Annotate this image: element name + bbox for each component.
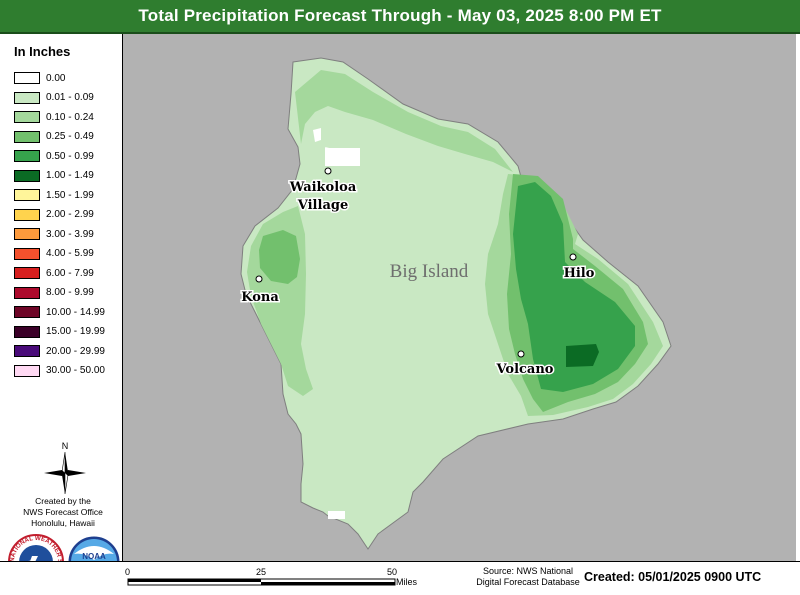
town-label: Village — [297, 198, 348, 213]
legend-item: 10.00 - 14.99 — [14, 305, 105, 319]
east-heavy-region — [513, 182, 635, 392]
legend-swatch — [14, 150, 40, 162]
created-by-line: Created by the — [35, 496, 91, 506]
north-label: N — [62, 441, 69, 451]
dry-patch-south — [328, 511, 345, 519]
legend-label: 0.01 - 0.09 — [46, 92, 94, 103]
legend-item: 0.10 - 0.24 — [14, 110, 94, 124]
legend-swatch — [14, 325, 40, 338]
kona-core — [259, 230, 300, 284]
legend-swatch — [14, 364, 40, 377]
legend-item: 20.00 - 29.99 — [14, 344, 105, 358]
north-arrow-icon: N — [44, 441, 86, 495]
precipitation-map: Big Island Waikoloa Village Kona Hilo Vo… — [240, 57, 672, 550]
legend-label: 0.00 — [46, 72, 66, 84]
title-bar: Total Precipitation Forecast Through - M… — [0, 0, 800, 34]
source-note: Source: NWS National Digital Forecast Da… — [472, 566, 584, 588]
legend-item: 2.00 - 2.99 — [14, 208, 94, 222]
legend-swatch — [14, 169, 40, 182]
legend-label: 2.00 - 2.99 — [46, 209, 94, 220]
map-area: Big Island Waikoloa Village Kona Hilo Vo… — [123, 34, 796, 561]
legend-label: 15.00 - 19.99 — [46, 326, 105, 337]
scale-unit: Miles — [396, 577, 418, 587]
created-by-line: Honolulu, Hawaii — [31, 518, 95, 528]
legend-title: In Inches — [14, 44, 71, 59]
bottom-bar: 0 25 50 Miles Source: NWS National Digit… — [0, 561, 800, 595]
source-line: Source: NWS National — [482, 566, 574, 576]
source-line: Digital Forecast Database — [476, 577, 580, 587]
legend-item: 8.00 - 9.99 — [14, 286, 94, 300]
created-by-note: Created by the NWS Forecast Office Honol… — [4, 496, 122, 529]
legend-label: 3.00 - 3.99 — [46, 228, 94, 240]
legend-swatch — [14, 208, 40, 221]
town-marker — [517, 350, 525, 358]
created-by-line: NWS Forecast Office — [23, 507, 103, 517]
scale-tick-label: 0 — [125, 567, 130, 577]
legend-item: 30.00 - 50.00 — [14, 364, 105, 378]
legend-item: 6.00 - 7.99 — [14, 266, 94, 280]
town-volcano: Volcano — [494, 350, 555, 379]
legend-label: 20.00 - 29.99 — [46, 345, 105, 357]
scale-tick-label: 25 — [256, 567, 266, 577]
legend-panel: In Inches 0.00 0.01 - 0.09 0.10 - 0.24 0.25… — [0, 34, 123, 590]
legend-item: 0.00 — [14, 71, 65, 85]
town-label: Volcano — [496, 362, 554, 377]
legend-label: 0.25 - 0.49 — [46, 131, 94, 142]
legend-item: 15.00 - 19.99 — [14, 325, 105, 339]
town-waikoloa-village: Waikoloa Village — [287, 167, 358, 215]
legend-label: 1.00 - 1.49 — [46, 170, 94, 181]
legend-item: 0.25 - 0.49 — [14, 130, 94, 144]
legend-item: 3.00 - 3.99 — [14, 227, 94, 241]
east-max-region — [566, 344, 599, 367]
legend-label: 10.00 - 14.99 — [46, 306, 105, 318]
legend-label: 8.00 - 9.99 — [46, 287, 94, 298]
legend-swatch — [14, 247, 40, 260]
legend-swatch — [14, 306, 40, 318]
legend-label: 4.00 - 5.99 — [46, 248, 94, 259]
north-shore-band — [295, 70, 513, 172]
dry-patch-north — [313, 128, 321, 142]
town-label: Kona — [241, 290, 279, 305]
created-timestamp: Created: 05/01/2025 0900 UTC — [584, 570, 762, 584]
island-label: Big Island — [390, 261, 469, 282]
legend-swatch — [14, 189, 40, 201]
town-marker — [255, 275, 263, 283]
legend-label: 0.10 - 0.24 — [46, 111, 94, 123]
legend-label: 6.00 - 7.99 — [46, 267, 94, 279]
town-marker — [569, 253, 577, 261]
town-kona: Kona — [240, 275, 281, 307]
legend-label: 0.50 - 0.99 — [46, 150, 94, 162]
legend-swatch — [14, 345, 40, 357]
legend-swatch — [14, 130, 40, 143]
legend-label: 30.00 - 50.00 — [46, 365, 105, 376]
legend-item: 4.00 - 5.99 — [14, 247, 94, 261]
legend-swatch — [14, 267, 40, 279]
legend-label: 1.50 - 1.99 — [46, 189, 94, 201]
legend-item: 0.01 - 0.09 — [14, 91, 94, 105]
town-label: Hilo — [564, 266, 595, 281]
legend-swatch — [14, 91, 40, 104]
map-title: Total Precipitation Forecast Through - M… — [138, 6, 662, 25]
town-label: Waikoloa — [289, 180, 357, 195]
scale-bar: 0 25 50 Miles — [125, 567, 418, 587]
legend-swatch — [14, 111, 40, 123]
legend-swatch — [14, 286, 40, 299]
noaa-logo-text: NOAA — [82, 552, 106, 561]
scale-tick-label: 50 — [387, 567, 397, 577]
legend-item: 1.50 - 1.99 — [14, 188, 94, 202]
town-marker — [324, 167, 332, 175]
legend-swatch — [14, 72, 40, 84]
legend-item: 1.00 - 1.49 — [14, 169, 94, 183]
legend-item: 0.50 - 0.99 — [14, 149, 94, 163]
legend-swatch — [14, 228, 40, 240]
town-hilo: Hilo — [562, 253, 596, 283]
dry-patch-north — [325, 148, 360, 166]
